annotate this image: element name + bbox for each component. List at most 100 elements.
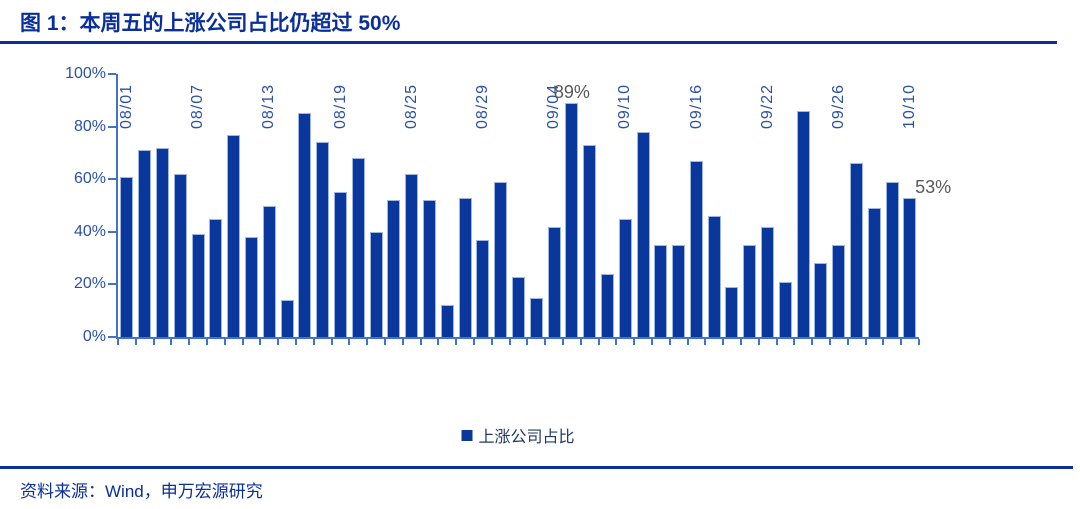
figure-title: 图 1：本周五的上涨公司占比仍超过 50% [20, 12, 401, 35]
bar-slot [723, 74, 741, 337]
bar [405, 173, 419, 337]
bar [850, 163, 864, 337]
x-axis-tick [348, 339, 351, 345]
x-axis-tick [651, 339, 653, 345]
x-axis-tick [401, 339, 404, 345]
bar [209, 218, 223, 337]
x-axis-tick [419, 339, 422, 345]
bar [796, 110, 810, 337]
bar-slot [136, 74, 154, 337]
bar-slot [421, 74, 439, 337]
bar-slot [705, 74, 723, 337]
bar-slot [759, 74, 777, 337]
bar-slot [314, 74, 332, 337]
x-axis-label: 09/26 [829, 84, 847, 130]
bar [832, 244, 846, 337]
bar-slot [865, 74, 883, 337]
x-axis-tick [384, 339, 386, 345]
bar-slot [794, 74, 812, 337]
bar-slot [741, 74, 759, 337]
x-axis-tick [686, 339, 689, 345]
x-axis-tick [437, 339, 440, 345]
bar-slot [278, 74, 296, 337]
x-axis-tick [152, 339, 155, 345]
x-axis-label: 09/16 [687, 84, 705, 130]
x-axis-tick [704, 339, 707, 345]
x-axis-tick [117, 339, 119, 345]
bar [227, 134, 241, 337]
x-axis-tick [544, 339, 547, 345]
bar-slot [118, 74, 136, 337]
footer-divider [0, 466, 1073, 469]
bar [511, 276, 525, 337]
bar [244, 237, 258, 337]
bar [369, 231, 383, 337]
bar [707, 216, 721, 337]
x-axis-tick [295, 339, 297, 345]
bar-slot [349, 74, 367, 337]
bar-slot [848, 74, 866, 337]
x-axis-label: 09/22 [758, 84, 776, 130]
x-axis-label: 10/10 [901, 84, 919, 130]
bar [458, 197, 472, 337]
bar-slot [225, 74, 243, 337]
bar-slot [545, 74, 563, 337]
x-axis [116, 337, 919, 339]
x-axis-tick [775, 339, 778, 345]
y-axis-label: 40% [73, 222, 106, 240]
bar [778, 281, 792, 337]
x-axis-tick [330, 339, 333, 345]
bar-slot [581, 74, 599, 337]
bar [155, 147, 169, 337]
bar-slot [260, 74, 278, 337]
x-axis-label: 08/13 [260, 84, 278, 130]
bar-slot [332, 74, 350, 337]
x-axis-tick [188, 339, 191, 345]
bar [814, 263, 828, 337]
x-axis-tick [490, 339, 493, 345]
bar-slot [243, 74, 261, 337]
bar-value-label: 89% [553, 81, 590, 102]
x-axis-tick [562, 339, 564, 345]
x-axis-tick [864, 339, 867, 345]
bar-slot [385, 74, 403, 337]
bar-slot [296, 74, 314, 337]
y-axis-label: 100% [65, 65, 106, 82]
x-axis-tick [793, 339, 796, 345]
x-axis-tick [170, 339, 173, 345]
x-axis-tick [918, 339, 920, 345]
bar [761, 226, 775, 337]
bar-slot [634, 74, 652, 337]
x-axis-tick [579, 339, 582, 345]
x-axis-tick [740, 339, 742, 345]
bar [725, 287, 739, 337]
y-axis-tick [108, 230, 116, 233]
bar [529, 297, 543, 337]
bar-slot [438, 74, 456, 337]
x-axis-tick [223, 339, 226, 345]
bar-value-label: 53% [915, 176, 952, 197]
bar-slot [830, 74, 848, 337]
bar [867, 208, 881, 337]
x-axis-tick [846, 339, 849, 345]
bar-slot [652, 74, 670, 337]
bar-slot [776, 74, 794, 337]
x-axis-tick [526, 339, 529, 345]
bar-slot [616, 74, 634, 337]
bar-slot [189, 74, 207, 337]
bar [138, 150, 152, 337]
bar-slot [883, 74, 901, 337]
bar [351, 158, 365, 337]
legend-swatch-icon [461, 429, 473, 441]
bar [191, 234, 205, 337]
y-axis-tick [108, 178, 116, 181]
x-axis-tick [134, 339, 137, 345]
x-axis-label: 08/25 [402, 84, 420, 130]
bar [476, 239, 490, 337]
bar [743, 244, 757, 337]
y-axis-label: 0% [82, 328, 106, 345]
y-axis-label: 20% [73, 275, 106, 293]
bar-slot [563, 74, 581, 337]
title-divider [0, 41, 1057, 44]
bar [903, 197, 917, 337]
